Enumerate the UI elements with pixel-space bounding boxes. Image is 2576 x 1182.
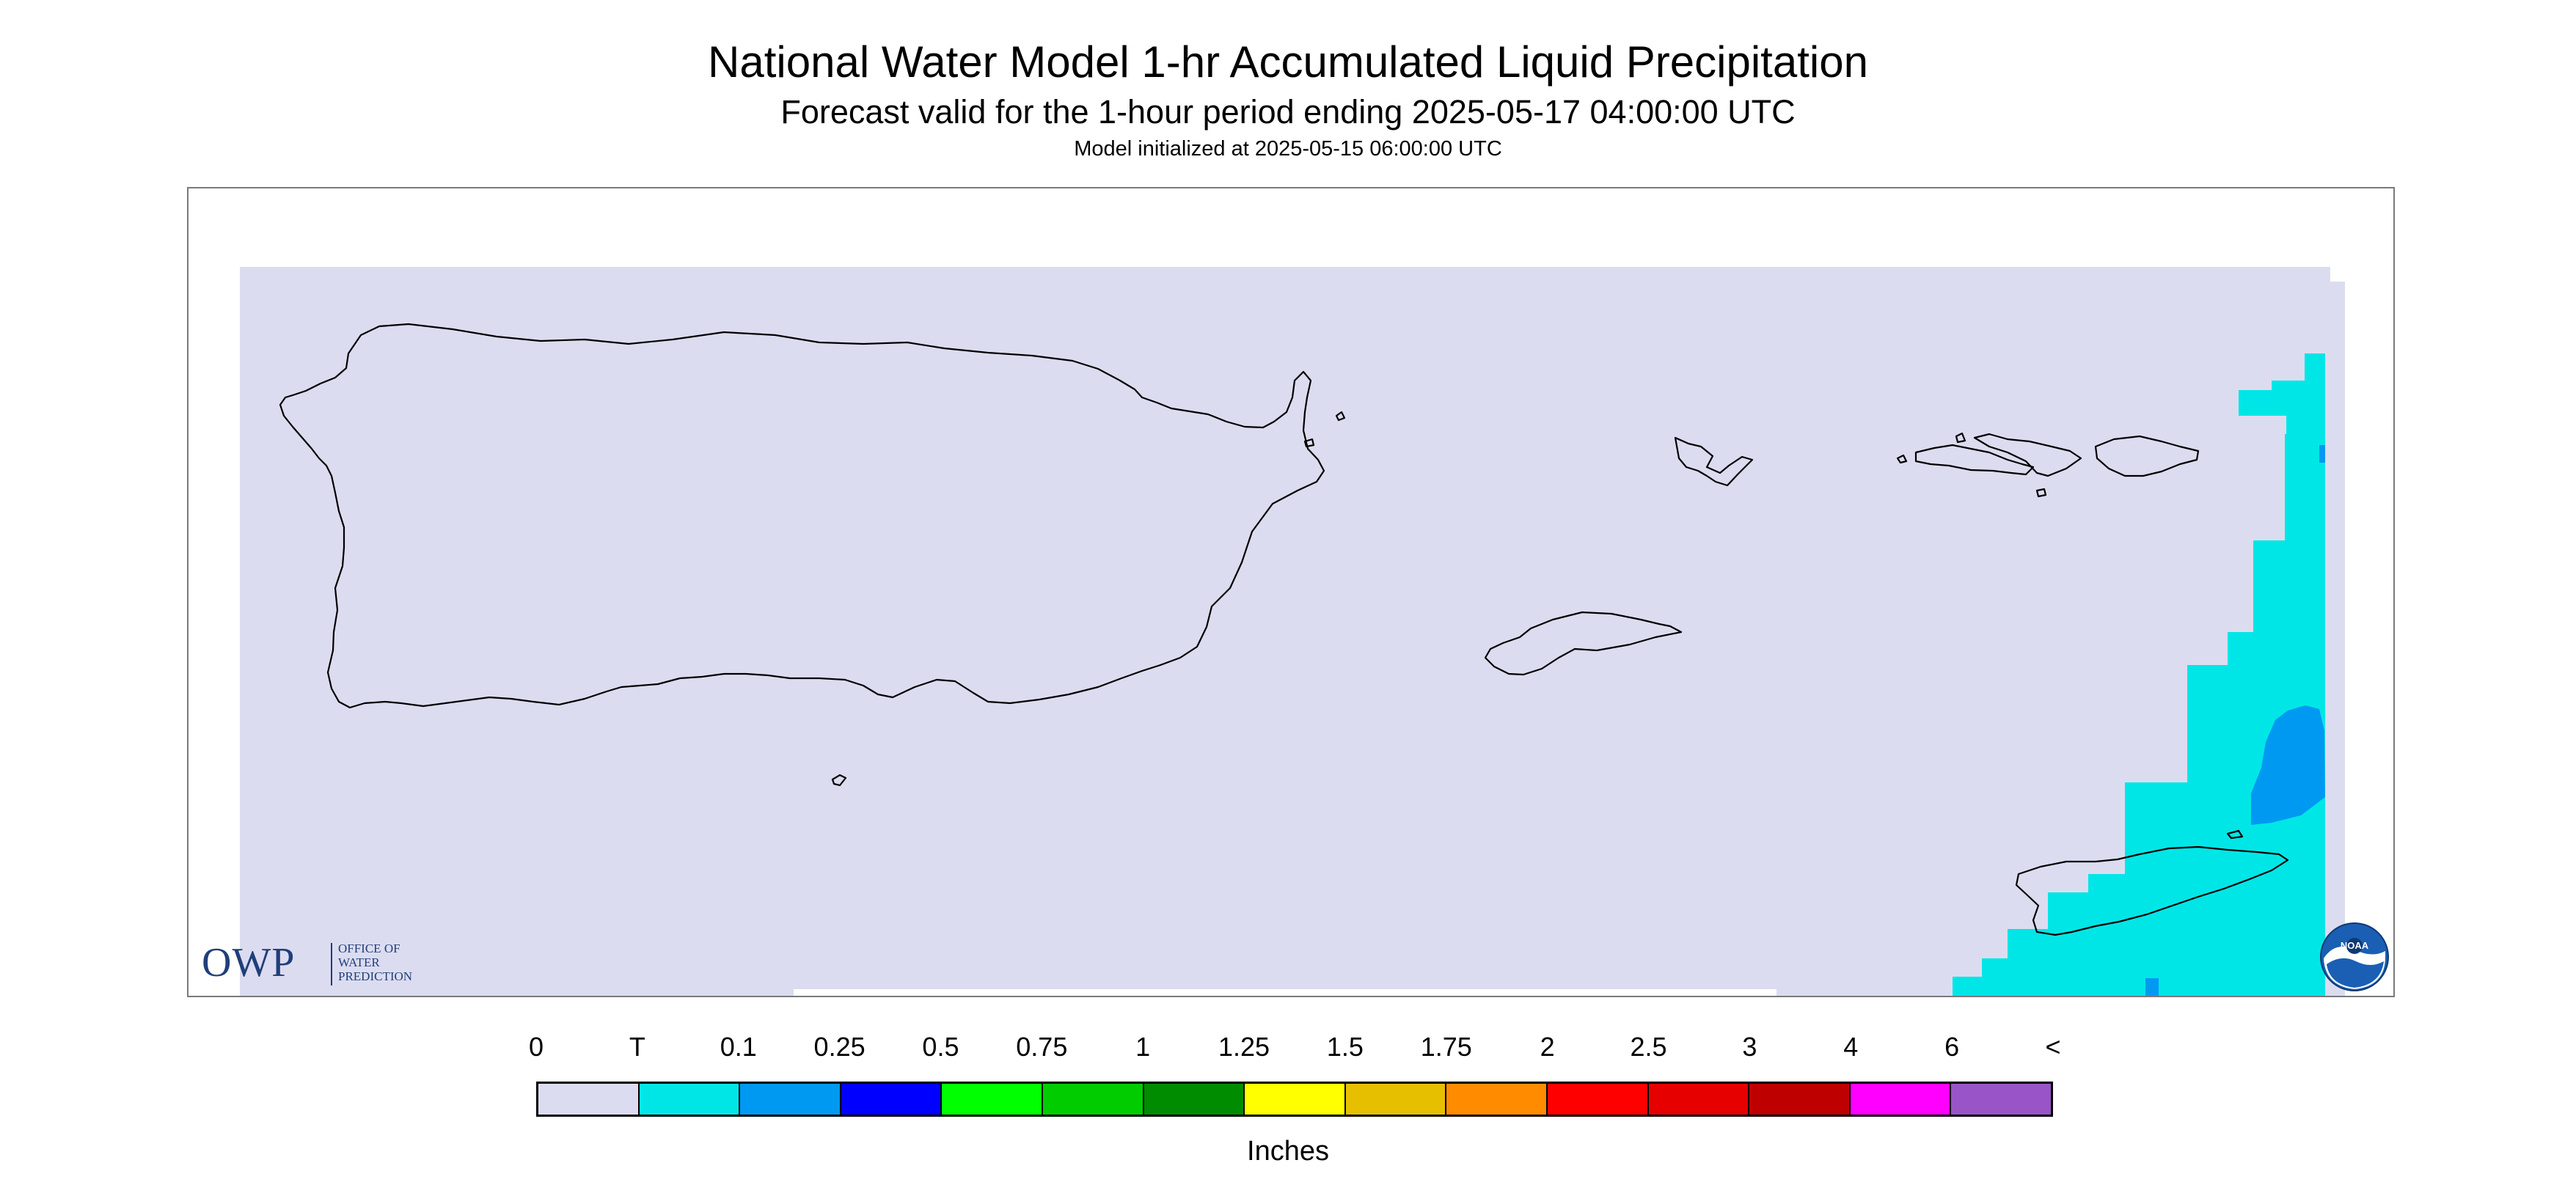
- legend-swatch: [1345, 1084, 1447, 1115]
- legend-swatch: [1144, 1084, 1245, 1115]
- legend-swatch: [1648, 1084, 1750, 1115]
- legend-tick: T: [629, 1032, 645, 1062]
- owp-logo-line: WATER: [338, 955, 380, 969]
- tortola-coastline: [2094, 435, 2200, 477]
- legend-swatch: [841, 1084, 943, 1115]
- legend-tick: 0: [528, 1032, 544, 1062]
- owp-logo-line: OFFICE OF: [338, 941, 400, 955]
- puerto-rico-coastline: [279, 323, 1325, 709]
- legend-tick: 1: [1135, 1032, 1151, 1062]
- domain-notch-right: [2330, 267, 2345, 282]
- legend-tick: 0.5: [922, 1032, 959, 1062]
- legend-tick: 1.25: [1218, 1032, 1270, 1062]
- owp-logo-line: PREDICTION: [338, 969, 413, 983]
- culebra-coastline: [1674, 436, 1754, 487]
- legend-swatch: [1749, 1084, 1851, 1115]
- legend-tick: 2.5: [1630, 1032, 1667, 1062]
- legend-tick: 0.25: [813, 1032, 866, 1062]
- legend-swatch: [639, 1084, 741, 1115]
- legend-colorbar: [536, 1082, 2053, 1117]
- islet-coastline: [1303, 438, 1315, 448]
- legend-tick: 1.5: [1326, 1032, 1364, 1062]
- light-precip-cell: [2145, 978, 2159, 996]
- legend-swatch: [538, 1084, 640, 1115]
- legend-swatch: [1446, 1084, 1548, 1115]
- model-domain-area: [240, 267, 2345, 996]
- legend-tick: 1.75: [1420, 1032, 1472, 1062]
- islet-coastline: [1955, 432, 1966, 444]
- legend-swatch: [942, 1084, 1043, 1115]
- legend-swatch: [740, 1084, 841, 1115]
- legend-tick: 4: [1843, 1032, 1859, 1062]
- legend-tick: <: [2045, 1032, 2061, 1062]
- islet-coastline: [1896, 454, 1908, 464]
- model-init-line: Model initialized at 2025-05-15 06:00:00…: [1074, 137, 1502, 161]
- legend-tick: 6: [1944, 1032, 1960, 1062]
- forecast-valid-subtitle: Forecast valid for the 1-hour period end…: [780, 93, 1796, 131]
- caja-de-muertos-coastline: [831, 774, 847, 787]
- owp-logo-divider: [331, 943, 332, 985]
- legend-swatch: [1850, 1084, 1952, 1115]
- legend-swatch: [1951, 1084, 2051, 1115]
- islet-coastline: [1335, 411, 1346, 422]
- legend-units-label: Inches: [1247, 1136, 1329, 1167]
- legend-tick: 0.75: [1016, 1032, 1068, 1062]
- legend-tick: 3: [1742, 1032, 1757, 1062]
- color-legend: 0 T 0.1 0.25 0.5 0.75 1 1.25 1.5 1.75 2 2.5 3 4 6 < Inc…: [0, 1012, 2576, 1182]
- domain-gap-bottom: [794, 989, 1777, 996]
- legend-swatch: [1547, 1084, 1649, 1115]
- precipitation-map: OWP OFFICE OF WATER PREDICTION NOAA: [187, 187, 2395, 997]
- trace-precip-area: [1953, 353, 2325, 996]
- light-precip-cell: [2319, 445, 2325, 463]
- islet-coastline: [2226, 829, 2244, 840]
- owp-logo-mark: OWP: [202, 940, 296, 985]
- st-croix-coastline: [2015, 845, 2289, 936]
- islet-coastline: [2035, 488, 2047, 498]
- legend-swatch: [1245, 1084, 1346, 1115]
- noaa-logo-text: NOAA: [2341, 940, 2369, 951]
- legend-tick: 0.1: [720, 1032, 757, 1062]
- light-precip-cell: [2251, 705, 2325, 825]
- st-john-coastline: [1973, 433, 2082, 477]
- legend-tick: 2: [1540, 1032, 1555, 1062]
- map-title: National Water Model 1-hr Accumulated Li…: [708, 37, 1868, 87]
- noaa-logo: NOAA: [2320, 922, 2389, 991]
- legend-swatch: [1042, 1084, 1144, 1115]
- st-thomas-coastline: [1914, 444, 2035, 476]
- map-canvas: [240, 267, 2345, 996]
- vieques-coastline: [1484, 611, 1683, 676]
- owp-logo-text: OFFICE OF WATER PREDICTION: [338, 941, 455, 983]
